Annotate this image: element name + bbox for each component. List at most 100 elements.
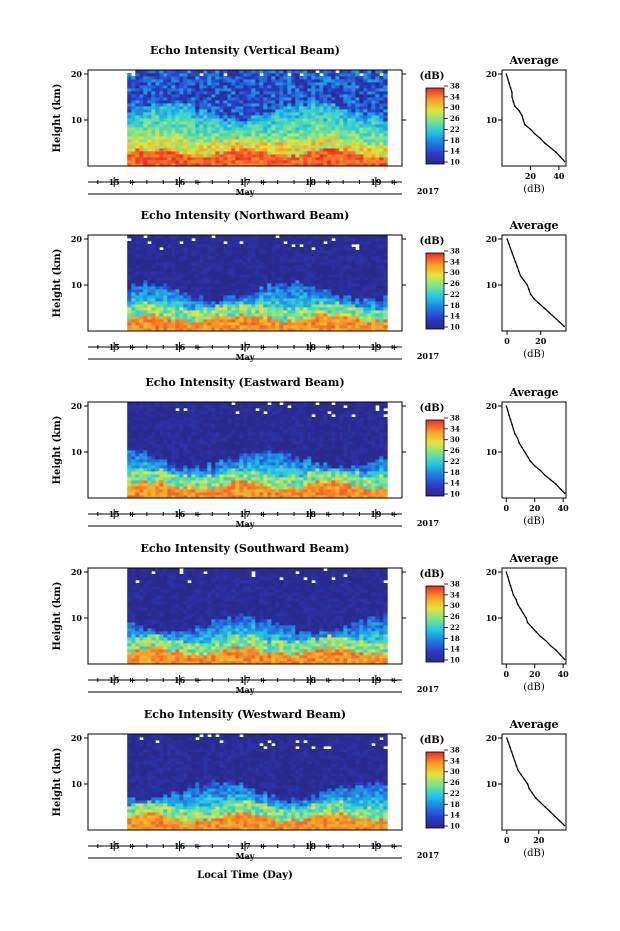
heatmap-cell	[227, 151, 232, 155]
heatmap-cell	[299, 148, 304, 152]
heatmap-cell	[255, 142, 260, 146]
heatmap-cell	[323, 259, 328, 263]
heatmap-cell	[355, 145, 360, 149]
heatmap-cell	[171, 286, 176, 290]
heatmap-cell	[227, 241, 232, 245]
heatmap-cell	[367, 151, 372, 155]
heatmap-cell	[131, 313, 136, 317]
heatmap-cell	[367, 94, 372, 98]
heatmap-cell	[203, 103, 208, 107]
heatmap-cell	[343, 295, 348, 299]
heatmap-cell	[263, 70, 268, 74]
heatmap-cell	[167, 286, 172, 290]
heatmap-cell	[295, 139, 300, 143]
heatmap-cell	[223, 286, 228, 290]
heatmap-cell	[243, 265, 248, 269]
heatmap-cell	[167, 97, 172, 101]
heatmap-cell	[155, 328, 160, 332]
heatmap-cell	[367, 82, 372, 86]
heatmap-cell	[359, 268, 364, 272]
heatmap-cell	[371, 85, 376, 89]
heatmap-cell	[143, 85, 148, 89]
heatmap-cell	[131, 459, 136, 463]
heatmap-cell	[163, 435, 168, 439]
heatmap-cell	[327, 256, 332, 260]
heatmap-cell	[283, 97, 288, 101]
heatmap-cell	[339, 70, 344, 74]
heatmap-cell	[231, 100, 236, 104]
heatmap-cell	[203, 486, 208, 490]
heatmap-cell	[231, 154, 236, 158]
heatmap-cell	[159, 100, 164, 104]
heatmap-cell	[255, 79, 260, 83]
heatmap-cell	[215, 100, 220, 104]
heatmap-cell	[359, 277, 364, 281]
heatmap-cell	[167, 483, 172, 487]
heatmap-cell	[143, 489, 148, 493]
heatmap-cell	[143, 286, 148, 290]
heatmap-cell	[127, 411, 132, 415]
heatmap-cell	[251, 157, 256, 161]
heatmap-cell	[295, 88, 300, 92]
heatmap-cell	[215, 241, 220, 245]
heatmap-cell	[231, 268, 236, 272]
heatmap-cell	[307, 319, 312, 323]
heatmap-cell	[235, 154, 240, 158]
heatmap-cell	[379, 133, 384, 137]
heatmap-cell	[195, 103, 200, 107]
heatmap-cell	[159, 483, 164, 487]
heatmap-cell	[319, 100, 324, 104]
heatmap-cell	[135, 474, 140, 478]
heatmap-cell	[207, 289, 212, 293]
heatmap-cell	[315, 325, 320, 329]
heatmap-cell	[203, 112, 208, 116]
heatmap-cell	[223, 307, 228, 311]
heatmap-cell	[171, 483, 176, 487]
heatmap-cell	[247, 118, 252, 122]
heatmap-cell	[195, 313, 200, 317]
heatmap-cell	[263, 304, 268, 308]
heatmap-cell	[199, 417, 204, 421]
heatmap-cell	[267, 271, 272, 275]
heatmap-cell	[271, 151, 276, 155]
heatmap-cell	[247, 145, 252, 149]
heatmap-cell	[199, 253, 204, 257]
heatmap-cell	[183, 268, 188, 272]
heatmap-cell	[147, 444, 152, 448]
heatmap-cell	[163, 76, 168, 80]
heatmap-cell	[175, 441, 180, 445]
heatmap-cell	[127, 325, 132, 329]
heatmap-cell	[183, 247, 188, 251]
heatmap-cell	[199, 289, 204, 293]
heatmap-cell	[167, 127, 172, 131]
heatmap-cell	[139, 322, 144, 326]
heatmap-cell	[339, 256, 344, 260]
heatmap-cell	[191, 118, 196, 122]
heatmap-cell	[339, 310, 344, 314]
heatmap-cell	[143, 325, 148, 329]
heatmap-cell	[327, 142, 332, 146]
heatmap-cell	[299, 292, 304, 296]
heatmap-cell	[383, 253, 388, 257]
heatmap-cell	[179, 133, 184, 137]
heatmap-cell	[267, 274, 272, 278]
heatmap-cell	[319, 127, 324, 131]
heatmap-cell	[147, 474, 152, 478]
heatmap-cell	[175, 316, 180, 320]
heatmap-cell	[191, 322, 196, 326]
heatmap-cell	[271, 70, 276, 74]
heatmap-cell	[367, 292, 372, 296]
heatmap-cell	[207, 115, 212, 119]
heatmap-cell	[239, 322, 244, 326]
heatmap-cell	[275, 313, 280, 317]
heatmap-cell	[159, 121, 164, 125]
heatmap-cell	[363, 130, 368, 134]
heatmap-cell	[159, 313, 164, 317]
heatmap-cell	[323, 82, 328, 86]
heatmap-cell	[139, 253, 144, 257]
heatmap-cell	[199, 402, 204, 406]
heatmap-cell	[207, 70, 212, 74]
heatmap-cell	[287, 301, 292, 305]
heatmap-cell	[351, 307, 356, 311]
heatmap-cell	[167, 408, 172, 412]
